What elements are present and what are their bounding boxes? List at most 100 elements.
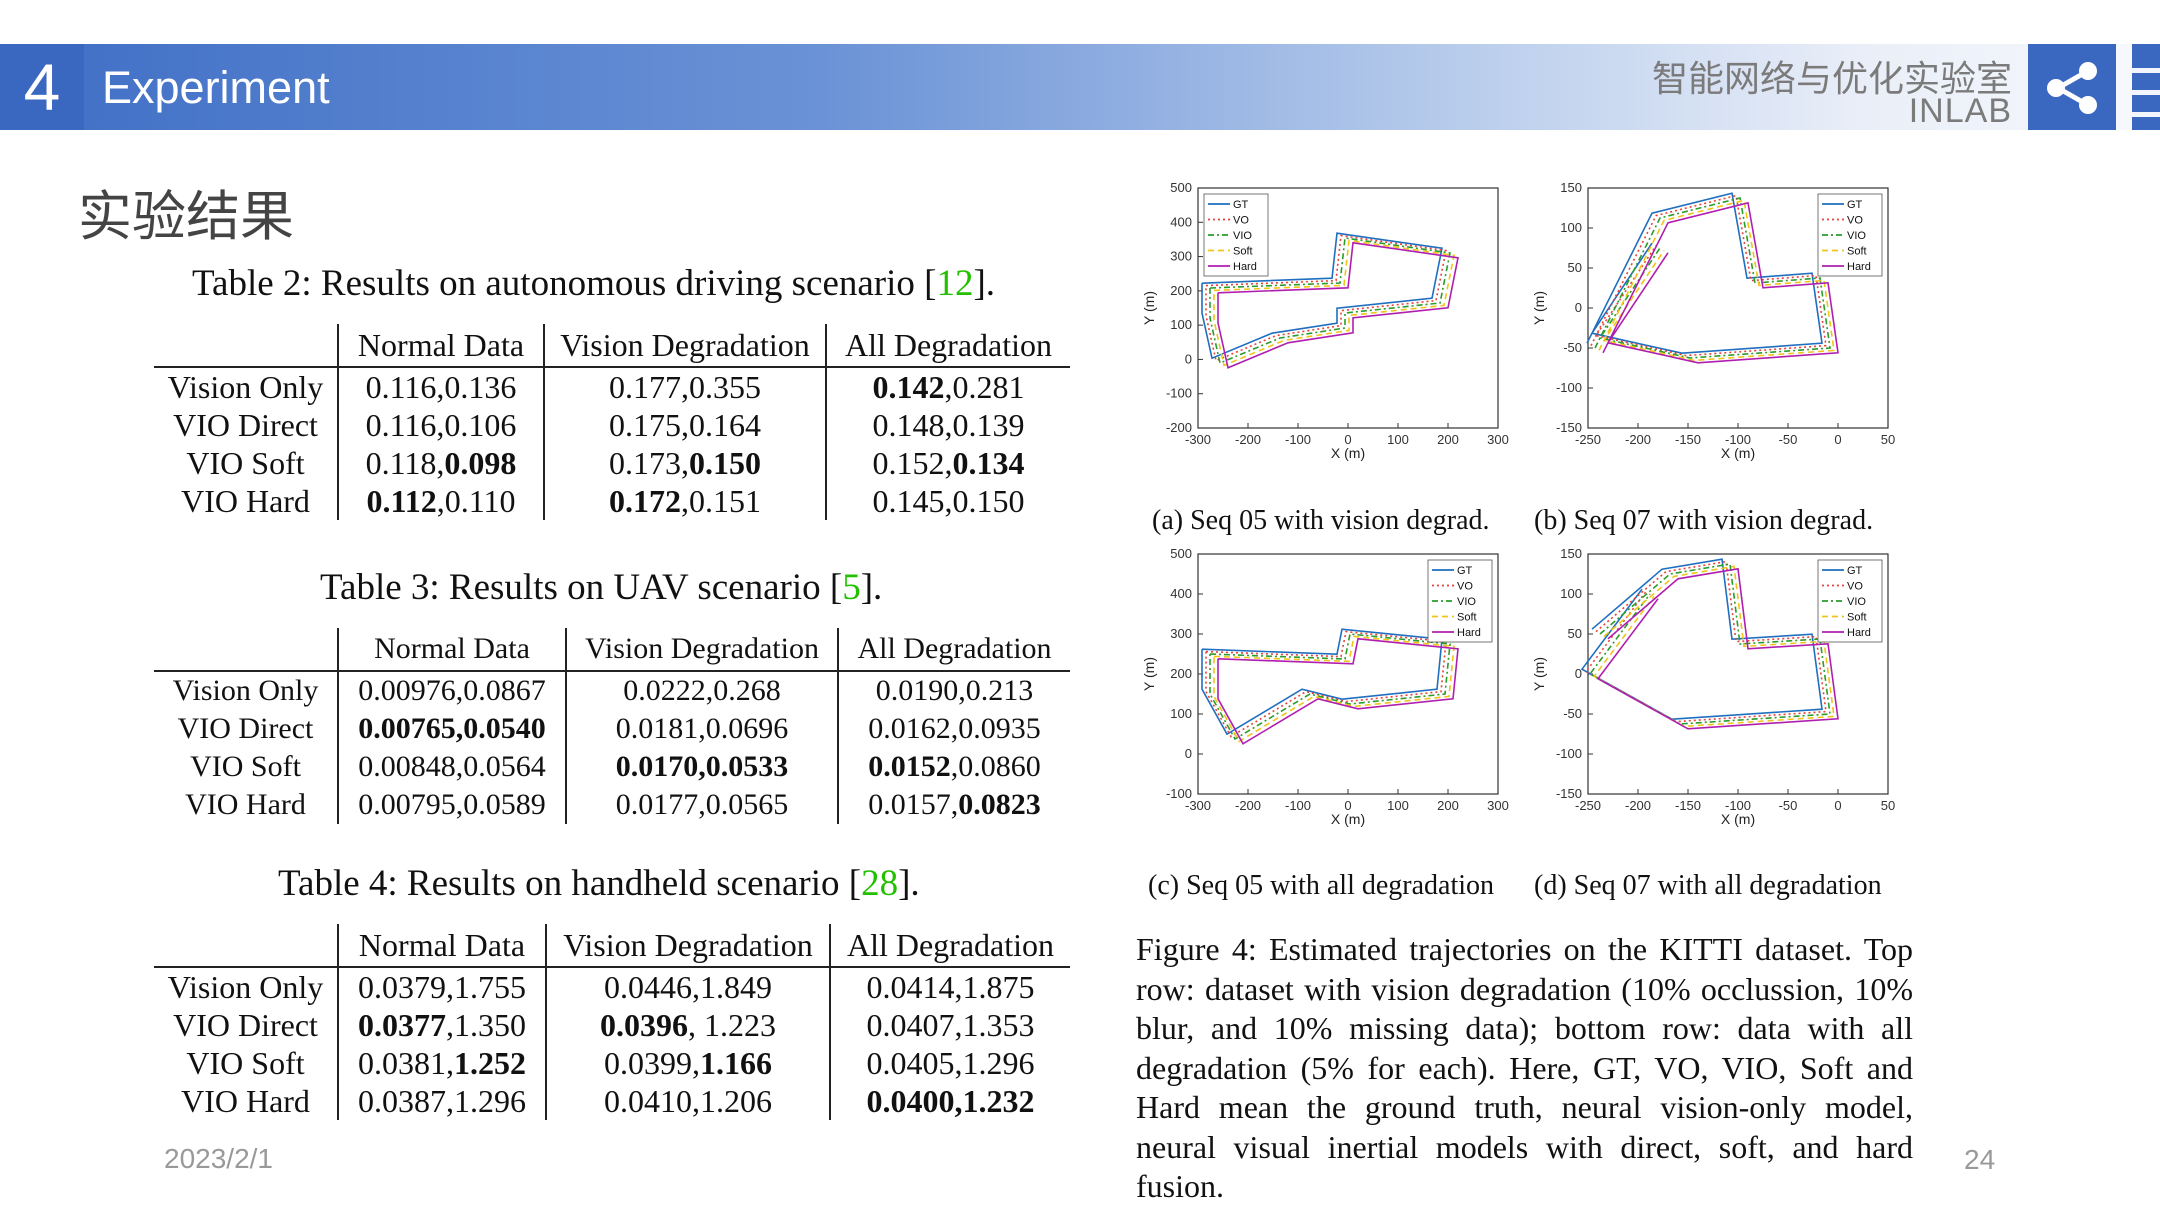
y-tick-label: 0 [1575, 300, 1582, 315]
legend-label: GT [1847, 199, 1863, 211]
caption-suffix: ]. [898, 863, 920, 904]
trajectory-hard [1217, 241, 1459, 369]
header-cell: All Degradation [829, 924, 1070, 968]
table-cell: 0.0377,1.350 [337, 1006, 546, 1044]
x-tick-label: 0 [1344, 432, 1351, 447]
header-cell: Normal Data [337, 924, 546, 968]
table-cell: 0.142,0.281 [825, 367, 1070, 406]
table-cell: 0.177,0.355 [543, 367, 826, 406]
y-tick-label: -100 [1556, 746, 1582, 761]
y-tick-label: 50 [1568, 260, 1582, 275]
x-tick-label: 200 [1437, 432, 1459, 447]
x-tick-label: -100 [1725, 432, 1751, 447]
lab-name-en: INLAB [1908, 92, 2012, 130]
table-row: VIO Hard 0.0387,1.296 0.0410,1.206 0.040… [154, 1082, 1070, 1120]
strip-divider [2132, 68, 2160, 73]
header-cell [154, 324, 338, 368]
legend-label: VIO [1847, 230, 1866, 242]
table-row: VIO Direct 0.116,0.106 0.175,0.164 0.148… [154, 406, 1070, 444]
x-tick-label: 50 [1881, 432, 1895, 447]
y-tick-label: 200 [1170, 283, 1192, 298]
x-tick-label: -100 [1725, 798, 1751, 813]
table-cell: 0.0446,1.849 [545, 967, 830, 1006]
table-cell: 0.0381,1.252 [337, 1044, 546, 1082]
trajectory-vio [1209, 237, 1451, 365]
caption-text: Table 3: Results on UAV scenario [ [320, 567, 843, 608]
y-tick-label: 0 [1575, 666, 1582, 681]
legend-box [1817, 559, 1883, 643]
table-cell: 0.175,0.164 [543, 406, 826, 444]
trajectory-vo [1205, 630, 1447, 738]
y-axis-label: Y (m) [1141, 657, 1157, 691]
citation-link[interactable]: 12 [936, 263, 974, 304]
x-tick-label: 300 [1487, 798, 1509, 813]
table-cell: 0.0410,1.206 [545, 1082, 830, 1120]
caption-suffix: ]. [860, 567, 883, 608]
legend-label: VO [1847, 215, 1863, 227]
y-tick-label: -50 [1563, 706, 1582, 721]
table-cell: 0.118,0.098 [337, 444, 544, 482]
table-row: VIO Soft 0.118,0.098 0.173,0.150 0.152,0… [154, 444, 1070, 482]
row-label: VIO Direct [173, 407, 318, 443]
table-cell: 0.0400,1.232 [829, 1082, 1070, 1120]
y-tick-label: 0 [1185, 746, 1192, 761]
table-row: Vision Only 0.0379,1.755 0.0446,1.849 0.… [154, 967, 1070, 1006]
x-tick-label: -150 [1675, 798, 1701, 813]
figure-caption: Figure 4: Estimated trajectories on the … [1136, 931, 1913, 1204]
legend-box [1203, 193, 1269, 277]
table-cell: 0.0396, 1.223 [545, 1006, 830, 1044]
table-row: VIO Direct 0.00765,0.0540 0.0181,0.0696 … [154, 710, 1070, 748]
citation-link[interactable]: 28 [861, 863, 899, 904]
results-table: Normal Data Vision Degradation All Degra… [154, 324, 1070, 520]
table-cell: 0.112,0.110 [337, 482, 544, 520]
y-tick-label: -200 [1166, 420, 1192, 435]
legend-label: GT [1457, 565, 1473, 577]
table-cell: 0.116,0.106 [337, 406, 544, 444]
header-cell: All Degradation [825, 324, 1070, 368]
results-table: Normal Data Vision Degradation All Degra… [154, 924, 1070, 1120]
table-cell: 0.00765,0.0540 [337, 710, 566, 748]
legend-label: Hard [1847, 261, 1871, 273]
legend-label: GT [1847, 565, 1863, 577]
trajectory-plot-a: -300 -200 -100 0 100 200 3005004003002001000-1… [1141, 180, 1509, 461]
x-axis-label: X (m) [1331, 445, 1365, 461]
trajectory-hard [1217, 637, 1459, 745]
header-cell [154, 924, 338, 968]
subfigure-caption: (a) Seq 05 with vision degrad. [1152, 505, 1490, 536]
table-caption: Table 4: Results on handheld scenario [2… [278, 862, 920, 905]
row-label: VIO Hard [185, 788, 306, 821]
y-tick-label: 50 [1568, 626, 1582, 641]
footer-date: 2023/2/1 [164, 1143, 273, 1174]
legend-label: Soft [1457, 612, 1477, 624]
citation-link[interactable]: 5 [842, 567, 861, 608]
y-tick-label: 400 [1170, 214, 1192, 229]
trajectory-gt [1201, 628, 1443, 736]
table-cell: 0.116,0.136 [337, 367, 544, 406]
x-tick-label: 100 [1387, 432, 1409, 447]
trajectory-plot-c: -300 -200 -100 0 100 200 300 500 400 300 200 100 0 -1… [1141, 546, 1509, 827]
trajectory-vo [1205, 234, 1447, 362]
table-row: VIO Direct 0.0377,1.350 0.0396, 1.223 0.… [154, 1006, 1070, 1044]
y-tick-label: 150 [1560, 546, 1582, 561]
table-header-row: Normal Data Vision Degradation All Degra… [154, 628, 1070, 672]
table-caption: Table 3: Results on UAV scenario [5]. [320, 566, 882, 609]
caption-suffix: ]. [973, 263, 996, 304]
legend-label: VO [1847, 581, 1863, 593]
y-tick-label: 200 [1170, 666, 1192, 681]
caption-text: Table 4: Results on handheld scenario [ [278, 863, 862, 904]
trajectory-vo [1590, 194, 1827, 357]
table-row: VIO Soft 0.00848,0.0564 0.0170,0.0533 0.… [154, 748, 1070, 786]
slide-subtitle: 实验结果 [78, 185, 294, 248]
table-cell: 0.0170,0.0533 [565, 748, 838, 786]
row-label: Vision Only [172, 674, 319, 707]
table-cell: 0.0181,0.0696 [565, 710, 838, 748]
legend-label: Hard [1233, 261, 1257, 273]
header-cell: Normal Data [337, 628, 566, 672]
share-button[interactable] [2028, 44, 2116, 130]
row-label: VIO Soft [186, 1045, 305, 1081]
table-header-row: Normal Data Vision Degradation All Degra… [154, 924, 1070, 968]
trajectory-vio [1594, 197, 1831, 359]
row-label: Vision Only [167, 369, 324, 405]
table-cell: 0.148,0.139 [825, 406, 1070, 444]
share-icon [2047, 62, 2097, 114]
